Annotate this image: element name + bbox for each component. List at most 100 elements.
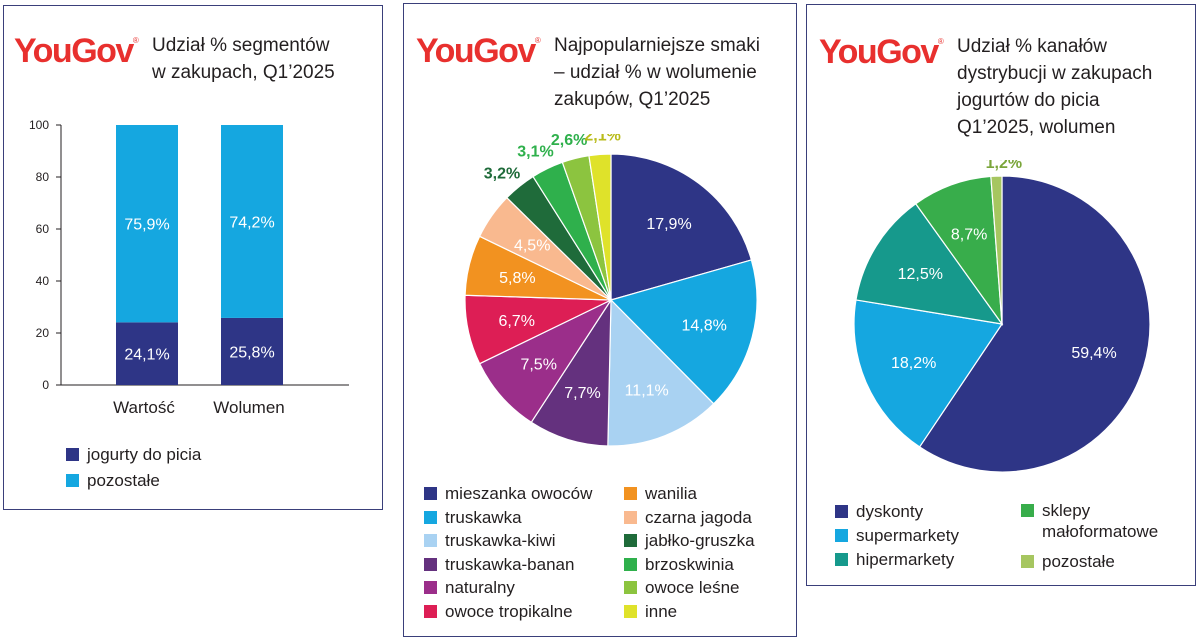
bar-data-label: 24,1% [124, 347, 169, 364]
legend-swatch [835, 553, 848, 566]
legend-swatch [624, 534, 637, 547]
legend-item-sklepy: sklepy małoformatowe [1021, 500, 1158, 542]
yougov-logo: YouGov® [14, 32, 139, 70]
legend-label: sklepy [1042, 501, 1091, 520]
legend-label: małoformatowe [1042, 522, 1159, 541]
x-tick-label: Wartość [113, 398, 175, 417]
legend-item-dyskonty: dyskonty [835, 502, 923, 522]
x-tick-label: Wolumen [213, 398, 285, 417]
title-line: jogurtów do picia [957, 90, 1100, 111]
pie-data-label: 1,2% [986, 160, 1022, 172]
stacked-bar-chart: 0 20 40 60 80 100 24,1% 75,9% Wartość 25,8% 74,2% W… [29, 118, 349, 417]
bar-segment [116, 125, 178, 323]
legend-item: wanilia [624, 484, 697, 504]
pie-data-label: 18,2% [891, 355, 936, 372]
pie-data-label: 14,8% [682, 317, 727, 334]
legend-label: jabłko-gruszka [645, 531, 755, 550]
pie-data-label: 17,9% [646, 216, 691, 233]
legend-item-hipermarkety: hipermarkety [835, 550, 954, 570]
channel-pie-chart: 59,4% 18,2% 12,5% 8,7% 1,2% [853, 160, 1151, 473]
pie-slice [609, 259, 758, 405]
legend-label: jogurty do picia [87, 445, 202, 464]
pie-data-label: 12,5% [898, 266, 943, 283]
legend-label: wanilia [645, 484, 697, 503]
legend-swatch [835, 529, 848, 542]
bar-segment [116, 322, 178, 385]
pie-slice [607, 298, 715, 447]
legend-item: czarna jagoda [624, 508, 752, 528]
pie-data-label: 2,6% [551, 134, 587, 149]
legend-swatch [424, 510, 437, 524]
legend-swatch [624, 510, 637, 524]
legend-label: owoce tropikalne [445, 601, 573, 621]
pie-slice [853, 299, 1004, 448]
pie-data-label: 8,7% [951, 227, 987, 244]
flavour-pie-chart: 17,9% 14,8% 11,1% 7,7% 7,5% 6,7% 5,8% 4,5% 3,2% 3… [464, 134, 758, 447]
panel-title: Udział % segmentów w zakupach, Q1’2025 [152, 32, 335, 86]
title-line: dystrybucji w zakupach [957, 63, 1153, 84]
title-line: Q1’2025, wolumen [957, 117, 1116, 138]
legend-swatch [1021, 555, 1034, 568]
pie-data-label: 5,8% [499, 270, 535, 287]
pie-slice [918, 175, 1151, 473]
legend-swatch [624, 487, 637, 500]
legend-item: jabłko-gruszka [624, 531, 755, 551]
title-line: – udział % w wolumenie [554, 62, 757, 83]
y-tick-label: 0 [42, 378, 49, 392]
bar-data-label: 25,8% [229, 344, 274, 361]
pie-slice [610, 153, 753, 301]
bar-segment [221, 317, 283, 385]
legend-item: truskawka-banan [424, 555, 574, 575]
title-line: Udział % segmentów [152, 35, 330, 56]
y-tick-label: 60 [36, 222, 50, 236]
y-tick-label: 20 [36, 326, 50, 340]
pie-data-label: 3,2% [484, 165, 520, 182]
legend-item: owoce leśne [624, 578, 740, 598]
pie-slice [588, 153, 612, 301]
title-line: Udział % kanałów [957, 36, 1107, 57]
legend-swatch [424, 581, 437, 594]
legend-swatch [624, 557, 637, 571]
pie-data-label: 11,1% [625, 383, 669, 400]
bar-data-label: 74,2% [229, 214, 274, 231]
legend-item-supermarkety: supermarkety [835, 526, 959, 546]
legend-swatch [66, 448, 79, 461]
legend-item-jogurty: jogurty do picia [66, 445, 201, 465]
legend-label: mieszanka owoców [445, 484, 593, 503]
legend-label: truskawka-kiwi [445, 531, 556, 550]
legend-label: dyskonty [856, 502, 924, 521]
legend-label: pozostałe [1042, 552, 1115, 571]
bar-segment [221, 125, 283, 318]
panel-flavours: YouGov® Najpopularniejsze smaki – udział… [403, 3, 797, 637]
legend-swatch [624, 604, 637, 618]
pie-data-label: 6,7% [498, 313, 534, 330]
legend-label: owoce leśne [645, 578, 740, 597]
legend-label: truskawka [445, 507, 522, 527]
pie-data-label: 2,1% [584, 134, 620, 145]
legend-swatch [624, 581, 637, 594]
legend-swatch [835, 505, 848, 518]
y-tick-label: 100 [29, 118, 49, 132]
legend-item: inne [624, 602, 677, 622]
y-tick-label: 40 [36, 274, 50, 288]
legend-swatch [424, 557, 437, 571]
pie-data-label: 59,4% [1071, 345, 1116, 362]
legend-swatch [424, 604, 437, 618]
legend-label: pozostałe [87, 471, 160, 490]
legend-item: mieszanka owoców [424, 484, 592, 504]
pie-data-label: 7,7% [564, 385, 600, 402]
pie-slice [990, 175, 1003, 325]
y-tick-label: 80 [36, 170, 50, 184]
legend-label: hipermarkety [856, 550, 955, 569]
flavour-legend: mieszanka owoców truskawka truskawka-kiwi t… [424, 484, 784, 634]
legend-swatch [1021, 504, 1034, 517]
title-line: Najpopularniejsze smaki [554, 35, 760, 56]
legend-item-pozostale: pozostałe [66, 471, 160, 491]
legend-label: inne [645, 601, 678, 621]
legend-label: truskawka-banan [445, 554, 575, 574]
bar-data-label: 75,9% [124, 217, 169, 234]
pie-slice [530, 297, 612, 447]
legend-swatch [424, 534, 437, 547]
pie-data-label: 7,5% [520, 357, 556, 374]
yougov-logo: YouGov® [819, 33, 944, 71]
